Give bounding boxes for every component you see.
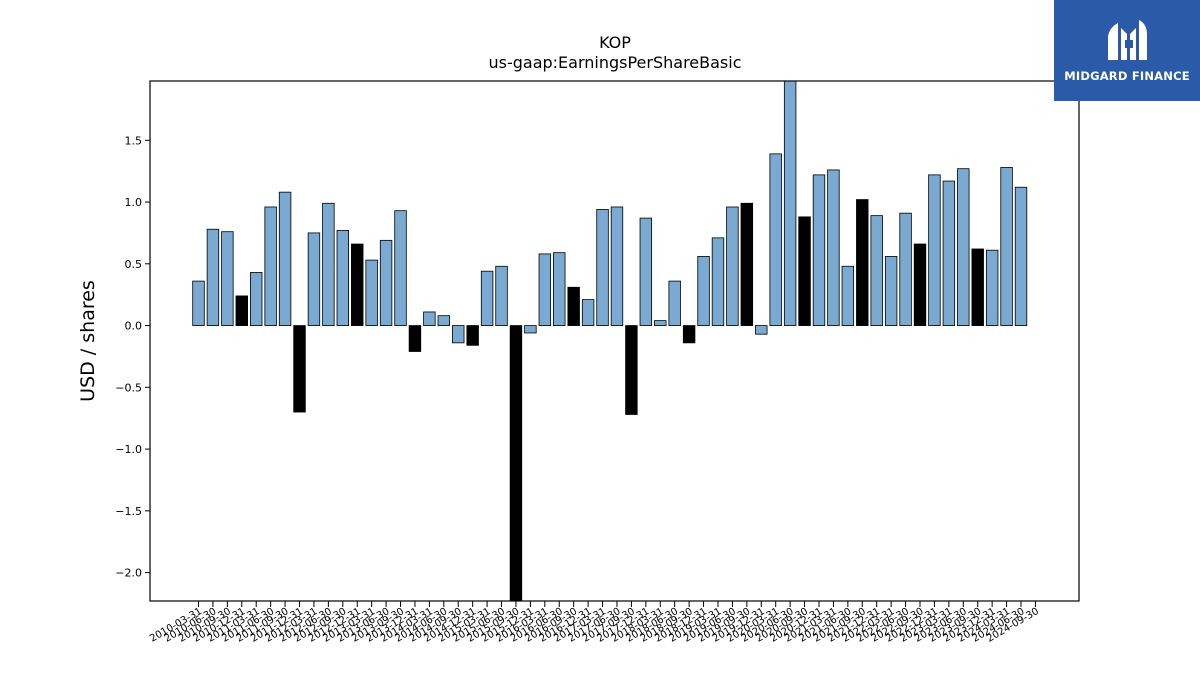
bar-2011-12-31	[293, 325, 306, 413]
bar-2020-12-31	[812, 174, 826, 326]
bar-2023-03-31	[942, 180, 956, 326]
bar-2022-03-31	[884, 255, 898, 326]
bar-2019-09-30	[740, 202, 754, 326]
bar-2012-12-31	[351, 243, 364, 326]
bar-2018-06-30	[668, 280, 681, 326]
bar-2016-09-30	[567, 286, 580, 326]
bar-2022-12-31	[928, 174, 941, 326]
bar-2021-06-30	[841, 265, 855, 326]
bar-2022-09-30	[913, 243, 927, 326]
bar-2022-06-30	[899, 212, 912, 326]
bar-2010-12-31	[235, 295, 248, 326]
y-axis-label: USD / shares	[77, 280, 99, 402]
bar-2015-12-31	[524, 325, 537, 334]
chart-title: KOP	[599, 33, 631, 52]
bar-2013-12-31	[408, 325, 422, 352]
bar-2017-12-31	[639, 217, 653, 326]
bar-2016-03-31	[538, 253, 552, 326]
bar-2011-03-31	[250, 272, 263, 326]
bar-2018-12-31	[697, 255, 710, 326]
bar-2011-09-30	[278, 191, 292, 326]
midgard-logo-icon	[1108, 20, 1147, 60]
bar-2018-03-31	[654, 320, 667, 326]
y-tick-label: 0.5	[125, 258, 143, 271]
bar-2015-09-30	[509, 325, 523, 602]
bar-2020-06-30	[783, 80, 797, 326]
bar-2020-09-30	[798, 216, 811, 326]
bar-2012-06-30	[322, 202, 335, 326]
bar-2013-06-30	[379, 239, 393, 326]
bar-2023-06-30	[957, 168, 970, 326]
chart-subtitle: us-gaap:EarningsPerShareBasic	[488, 53, 741, 72]
bar-2012-03-31	[307, 232, 321, 326]
y-tick-label: 1.0	[125, 196, 143, 209]
y-axis: −2.0 −1.5 −1.0 −0.5 0.0 0.5 1.0 1.5	[115, 134, 150, 580]
bar-2016-06-30	[553, 252, 566, 326]
y-tick-label: −1.0	[115, 443, 142, 456]
bar-2013-03-31	[365, 259, 378, 326]
bar-2014-12-31	[466, 325, 479, 346]
y-tick-label: −1.5	[115, 505, 142, 518]
bar-2014-03-31	[423, 311, 436, 326]
bar-2017-03-31	[596, 209, 609, 326]
bar-2014-06-30	[437, 315, 451, 326]
midgard-finance-logo: MIDGARD FINANCE	[1054, 0, 1200, 101]
bar-2015-06-30	[495, 265, 508, 326]
bar-2024-03-31	[1000, 167, 1013, 326]
bar-2019-03-31	[711, 237, 725, 326]
y-tick-label: −2.0	[115, 567, 142, 580]
bar-2023-12-31	[985, 249, 999, 326]
bar-2014-09-30	[452, 325, 465, 344]
bar-2011-06-30	[264, 206, 277, 326]
bar-2018-09-30	[682, 325, 696, 344]
bar-2015-03-31	[480, 270, 494, 326]
bar-2019-12-31	[755, 325, 768, 335]
bar-2010-06-30	[206, 228, 220, 326]
bar-2010-03-31	[192, 280, 205, 326]
bar-2021-09-30	[856, 199, 869, 326]
y-tick-label: 0.0	[125, 320, 143, 333]
plot-frame	[149, 80, 1080, 602]
bar-2017-06-30	[610, 206, 624, 326]
bar-2016-12-31	[581, 299, 595, 326]
y-tick-label: −0.5	[115, 381, 142, 394]
logo-text: MIDGARD FINANCE	[1064, 69, 1190, 83]
bar-series	[192, 80, 1028, 602]
x-axis: 2010-03-312010-06-302010-09-302010-12-31…	[148, 601, 1041, 645]
bar-2024-06-30	[1014, 186, 1028, 326]
y-tick-label: 1.5	[125, 134, 143, 147]
bar-2019-06-30	[726, 206, 739, 326]
bar-2023-09-30	[971, 248, 984, 326]
bar-2021-12-31	[870, 215, 883, 326]
bar-2012-09-30	[336, 230, 350, 326]
bar-2020-03-31	[769, 153, 782, 326]
bar-2010-09-30	[221, 231, 234, 326]
bar-2013-09-30	[394, 210, 407, 326]
bar-2021-03-31	[827, 169, 840, 326]
bar-2017-09-30	[625, 325, 638, 415]
